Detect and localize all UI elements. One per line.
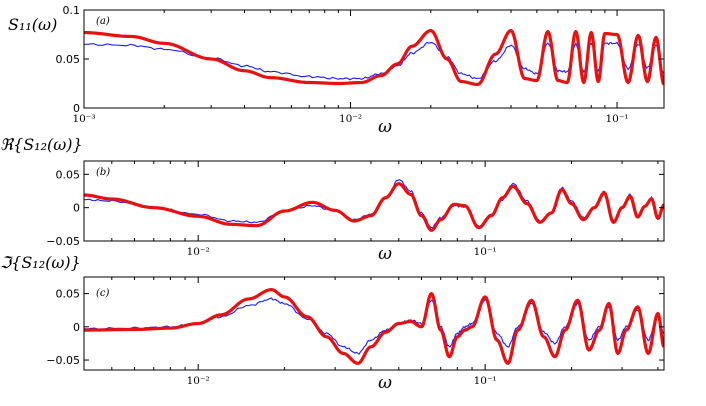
axes-frame [83,276,665,371]
model-series-line [84,182,664,232]
x-tick-label: 10⁻² [339,113,362,125]
y-tick-label: 0.05 [56,288,81,301]
axes-frame [83,9,665,109]
y-axis-label: ℜ{S₁₂(ω)} [0,135,83,154]
model-series-line [84,288,664,365]
chart-panel-a: 0 0.05 0.1 10⁻³ 10⁻² 10⁻¹ (a) S₁₁(ω) ω [8,4,665,137]
y-tick-label: 0.05 [56,168,81,181]
x-tick-label: 10⁻¹ [606,113,629,125]
y-tick-label: 0.05 [56,53,81,66]
y-axis-label: S₁₁(ω) [8,15,57,34]
y-tick-label: −0.05 [46,235,80,248]
y-axis-label: ℑ{S₁₂(ω)} [0,253,81,272]
chart-panel-c: −0.05 0 0.05 10⁻² 10⁻¹ (c) ℑ{S₁₂(ω)} ω [0,253,665,393]
x-axis-label: ω [378,117,392,137]
y-tick-label: 0 [73,202,80,215]
x-tick-label: 10⁻² [187,246,210,258]
x-tick-label: 10⁻³ [72,113,95,125]
axes-frame [83,160,665,242]
measured-series-line [84,41,664,81]
y-tick-label: −0.05 [46,354,80,367]
y-tick-label: 0.1 [63,4,81,17]
panel-label: (c) [96,288,110,299]
measured-series-line [84,179,664,229]
x-tick-label: 10⁻² [187,375,210,387]
x-tick-label: 10⁻¹ [474,246,497,258]
x-axis-label: ω [378,373,392,393]
panel-label: (b) [96,167,110,178]
x-axis-label: ω [378,244,392,264]
y-tick-label: 0 [73,321,80,334]
y-tick-label: 0 [73,102,80,115]
x-tick-label: 10⁻¹ [474,375,497,387]
panel-label: (a) [96,16,110,27]
model-series-line [84,28,664,87]
chart-panel-b: −0.05 0 0.05 10⁻² 10⁻¹ (b) ℜ{S₁₂(ω)} ω [0,135,665,264]
